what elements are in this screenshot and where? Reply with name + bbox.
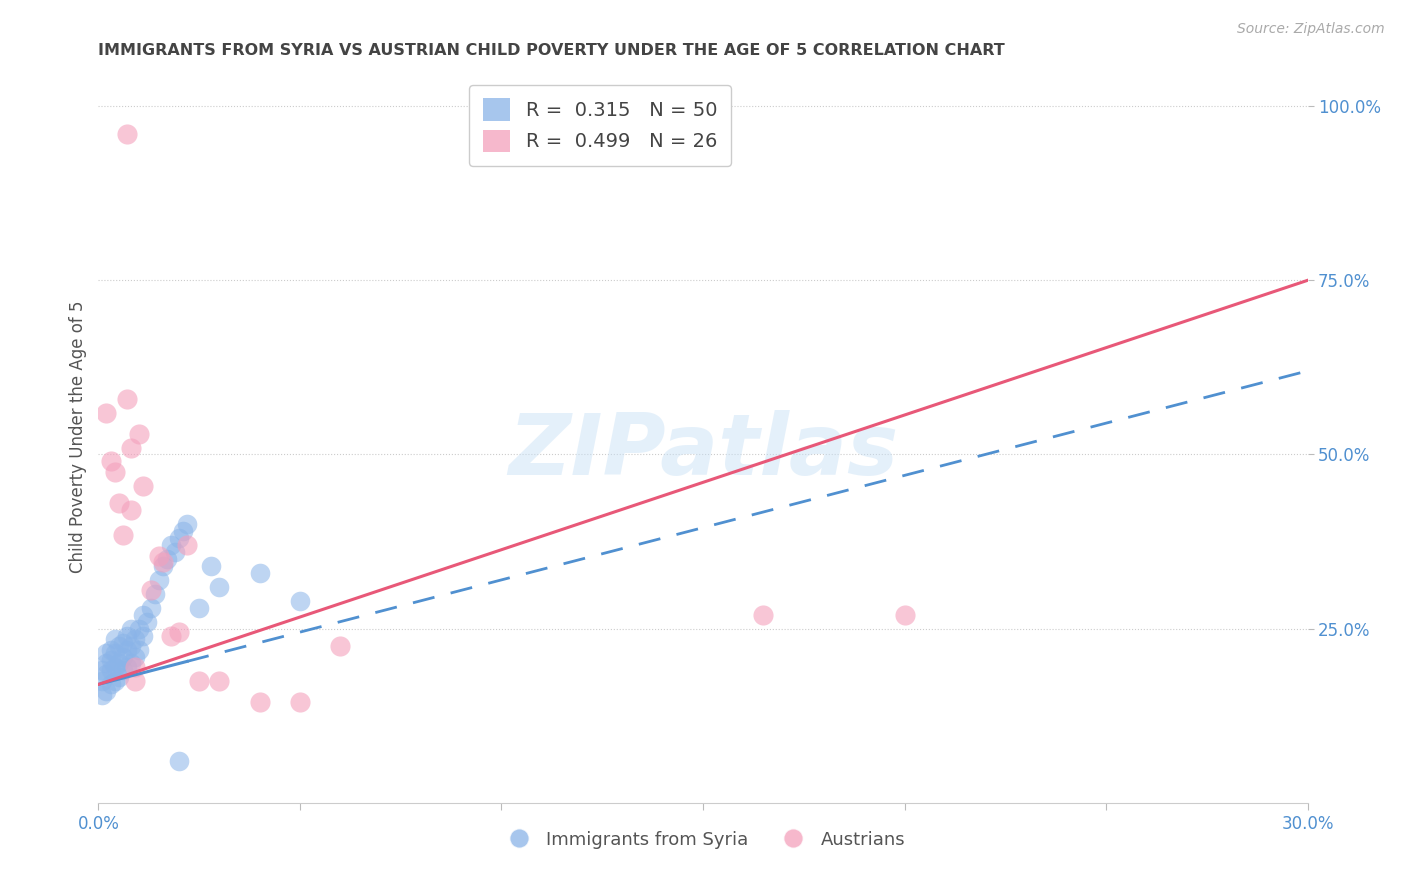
Point [208,580,231,594]
Point [124,660,146,674]
Point [132,607,155,622]
Point [128,622,150,636]
Legend: Immigrants from Syria, Austrians: Immigrants from Syria, Austrians [494,823,912,856]
Point [100,653,122,667]
Point [148,549,170,563]
Point [148,573,170,587]
Point [288,695,311,709]
Point [96,667,118,681]
Text: Source: ZipAtlas.com: Source: ZipAtlas.com [1237,22,1385,37]
Point [172,524,194,538]
Point [100,642,122,657]
Point [752,607,775,622]
Point [329,639,352,653]
Point [120,639,142,653]
Point [100,677,122,691]
Point [124,673,146,688]
Point [167,754,190,768]
Point [120,441,142,455]
Point [111,635,134,649]
Point [152,556,174,570]
Point [103,646,125,660]
Point [249,695,271,709]
Point [249,566,271,580]
Point [103,673,125,688]
Text: ZIPatlas: ZIPatlas [508,410,898,493]
Point [124,632,146,646]
Point [893,607,915,622]
Point [103,660,125,674]
Point [188,673,211,688]
Point [111,664,134,678]
Point [132,479,155,493]
Point [156,552,179,566]
Point [176,538,198,552]
Text: IMMIGRANTS FROM SYRIA VS AUSTRIAN CHILD POVERTY UNDER THE AGE OF 5 CORRELATION C: IMMIGRANTS FROM SYRIA VS AUSTRIAN CHILD … [98,43,1005,58]
Point [139,583,162,598]
Point [115,392,138,406]
Point [200,558,222,573]
Point [188,600,211,615]
Point [139,600,162,615]
Point [176,517,198,532]
Point [91,664,114,678]
Point [96,684,118,698]
Point [152,558,174,573]
Point [107,670,129,684]
Point [103,465,125,479]
Point [208,673,231,688]
Point [120,622,142,636]
Y-axis label: Child Poverty Under the Age of 5: Child Poverty Under the Age of 5 [69,301,87,574]
Point [163,545,186,559]
Point [111,527,134,541]
Point [115,127,138,141]
Point [132,629,155,643]
Point [160,538,183,552]
Point [107,657,129,671]
Point [96,646,118,660]
Point [96,406,118,420]
Point [135,615,157,629]
Point [128,426,150,441]
Point [124,649,146,664]
Point [115,629,138,643]
Point [107,496,129,510]
Point [100,454,122,468]
Point [100,664,122,678]
Point [167,531,190,545]
Point [160,629,183,643]
Point [115,642,138,657]
Point [96,657,118,671]
Point [120,657,142,671]
Point [120,503,142,517]
Point [107,639,129,653]
Point [111,649,134,664]
Point [288,594,311,608]
Point [115,660,138,674]
Point [103,632,125,646]
Point [128,642,150,657]
Point [91,688,114,702]
Point [91,673,114,688]
Point [167,625,190,640]
Point [143,587,166,601]
